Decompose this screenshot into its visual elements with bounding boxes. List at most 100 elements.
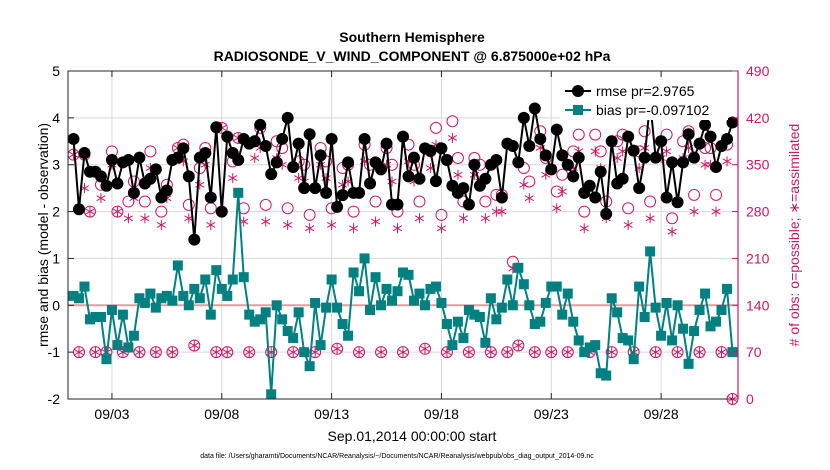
obs-assimilated-point	[398, 347, 408, 358]
bias-point	[106, 304, 117, 315]
obs-assimilated-point	[189, 340, 199, 351]
y2-tick-label: 0	[746, 391, 754, 407]
rmse-point	[276, 132, 289, 145]
rmse-point	[594, 165, 607, 178]
bias-point	[282, 326, 293, 337]
bias-point	[436, 297, 447, 308]
obs-possible-point	[528, 346, 541, 359]
rmse-point	[375, 163, 388, 176]
rmse-point	[133, 151, 146, 164]
rmse-point	[160, 184, 173, 197]
obs-assimilated-point	[414, 213, 425, 224]
bias-point	[507, 300, 518, 311]
bias-point	[332, 302, 343, 313]
legend-label-rmse: rmse pr=2.9765	[596, 83, 695, 99]
obs-assimilated-point	[123, 213, 133, 224]
bias-point	[101, 354, 112, 365]
obs-assimilated-point	[645, 213, 655, 224]
bias-point	[656, 330, 667, 341]
bias-point	[95, 312, 106, 322]
bias-point	[68, 290, 79, 301]
obs-assimilated-point	[151, 347, 161, 358]
bias-point	[117, 309, 128, 320]
obs-assimilated-point	[458, 213, 468, 224]
obs-assimilated-point	[694, 347, 705, 358]
bias-point	[722, 283, 733, 294]
obs-possible-point	[331, 342, 344, 355]
bias-point	[112, 340, 123, 351]
rmse-point	[402, 170, 415, 183]
bias-point	[387, 295, 398, 306]
rmse-point	[495, 191, 508, 204]
bias-point	[194, 293, 205, 304]
bias-point	[700, 288, 711, 299]
obs-possible-point	[166, 346, 179, 359]
bias-point	[277, 314, 288, 325]
bias-point	[216, 283, 227, 294]
rmse-point	[726, 116, 739, 129]
obs-possible-point	[715, 346, 728, 359]
obs-possible-point	[149, 346, 162, 359]
rmse-point	[149, 163, 162, 176]
rmse-point	[391, 198, 404, 211]
obs-possible-point	[347, 205, 360, 218]
obs-assimilated-point	[310, 347, 320, 358]
bias-point	[73, 293, 84, 304]
bias-point	[568, 316, 579, 327]
bias-point	[623, 335, 634, 346]
y2-axis-label: # of obs: o=possible; ∗=assimilated	[786, 124, 802, 347]
rmse-point	[407, 151, 420, 164]
obs-possible-point	[638, 125, 651, 138]
rmse-point	[105, 154, 118, 167]
obs-assimilated-point	[673, 347, 683, 358]
obs-assimilated-point	[557, 186, 567, 197]
legend: rmse pr=2.9765 bias pr=-0.097102	[560, 80, 728, 120]
obs-possible-point	[556, 168, 569, 181]
bias-point	[694, 304, 705, 315]
bias-point	[403, 269, 414, 280]
x-tick-label: 09/08	[204, 406, 239, 422]
rmse-point	[100, 179, 113, 192]
obs-assimilated-point	[140, 213, 150, 224]
y2-tick-label: 420	[746, 110, 770, 126]
bias-point	[458, 333, 469, 344]
obs-assimilated-point	[370, 216, 381, 227]
bias-point	[370, 272, 381, 283]
obs-assimilated-point	[464, 347, 474, 358]
bias-point	[535, 316, 546, 327]
obs-assimilated-point	[305, 223, 315, 234]
bias-point	[469, 309, 480, 320]
obs-possible-point	[155, 205, 168, 218]
bias-point	[310, 297, 321, 308]
rmse-point	[572, 151, 585, 164]
obs-assimilated-point	[513, 340, 523, 351]
rmse-point	[605, 135, 618, 148]
bias-point	[678, 323, 689, 334]
rmse-point	[490, 154, 503, 167]
y-tick-label: 2	[52, 204, 60, 220]
obs-assimilated-point	[480, 213, 490, 224]
bias-point	[376, 300, 387, 311]
rmse-point	[331, 200, 344, 213]
rmse-point	[292, 137, 305, 150]
rmse-point	[462, 198, 475, 211]
bias-point	[513, 262, 524, 273]
chart-title: Southern Hemisphere	[339, 29, 485, 45]
bias-point	[398, 267, 408, 278]
obs-assimilated-point	[552, 203, 562, 214]
y-tick-label: 4	[52, 110, 60, 126]
bias-point	[200, 274, 211, 285]
obs-possible-point	[545, 346, 558, 359]
obs-possible-point	[484, 346, 497, 359]
bias-point	[502, 274, 513, 285]
bias-point	[244, 309, 255, 320]
bias-point	[430, 281, 441, 292]
bias-point	[260, 307, 271, 318]
bias-point	[238, 272, 249, 283]
bias-point	[612, 307, 623, 318]
bias-point	[557, 309, 568, 320]
bias-point	[343, 330, 354, 341]
bias-point	[551, 281, 562, 292]
obs-assimilated-point	[392, 223, 403, 234]
bias-point	[139, 297, 150, 308]
